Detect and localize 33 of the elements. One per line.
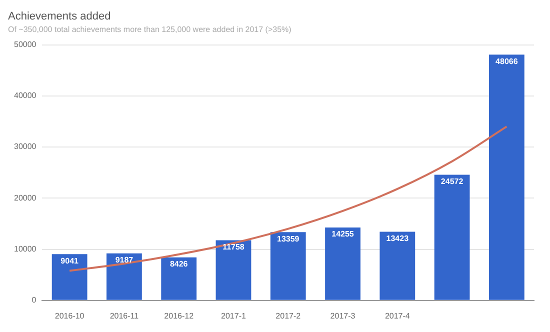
bar bbox=[325, 228, 360, 300]
data-label: 48066 bbox=[496, 56, 518, 66]
chart-title: Achievements added bbox=[8, 10, 111, 23]
bar bbox=[270, 232, 306, 300]
bar bbox=[380, 232, 416, 300]
x-tick-label: 2016-11 bbox=[110, 311, 140, 320]
data-label: 13423 bbox=[386, 234, 410, 243]
y-tick-label: 40000 bbox=[14, 91, 37, 100]
data-label: 13359 bbox=[277, 234, 300, 244]
bar bbox=[52, 254, 88, 300]
y-tick-label: 50000 bbox=[14, 40, 37, 50]
x-tick-label: 2017-2 bbox=[276, 311, 302, 320]
bar bbox=[216, 240, 252, 300]
data-label: 14255 bbox=[332, 230, 354, 239]
x-tick-label: 2017-4 bbox=[384, 311, 410, 320]
bar bbox=[161, 257, 197, 300]
data-label: 8426 bbox=[170, 260, 188, 269]
y-tick-label: 20000 bbox=[14, 193, 37, 202]
data-label: 11758 bbox=[222, 242, 245, 252]
x-tick-label: 2016-12 bbox=[164, 311, 194, 320]
bar bbox=[434, 174, 470, 300]
data-label: 24572 bbox=[440, 176, 464, 186]
y-tick-label: 30000 bbox=[14, 142, 37, 152]
data-label: 9187 bbox=[115, 256, 134, 265]
bar bbox=[106, 253, 142, 300]
y-tick-label: 0 bbox=[32, 296, 37, 305]
x-tick-label: 2017-3 bbox=[330, 311, 356, 320]
y-tick-label: 10000 bbox=[14, 244, 37, 254]
chart-subtitle: Of ~350,000 total achievements more than 125,000 were added in 2017 (>35%) bbox=[8, 25, 292, 34]
x-tick-label: 2016-10 bbox=[54, 311, 85, 320]
data-label: 9041 bbox=[60, 256, 80, 266]
x-tick-label: 2017-1 bbox=[221, 311, 246, 320]
bar bbox=[488, 54, 524, 300]
